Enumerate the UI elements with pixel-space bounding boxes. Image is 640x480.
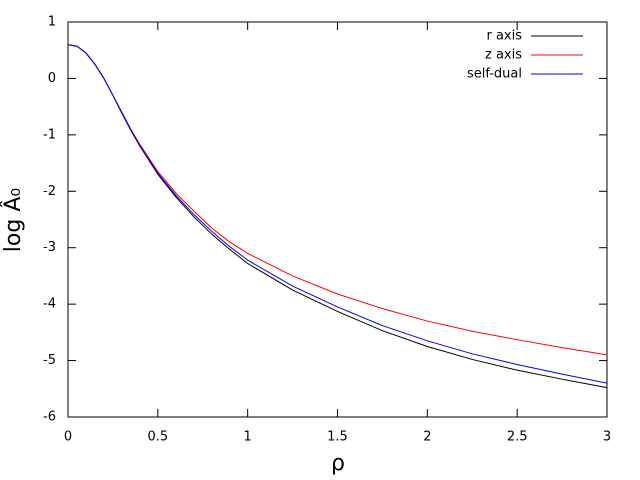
x-tick-label: 2 bbox=[423, 430, 431, 445]
x-tick-label: 1 bbox=[244, 430, 252, 445]
y-tick-label: -4 bbox=[43, 297, 56, 312]
y-tick-label: 1 bbox=[48, 15, 56, 30]
x-tick-label: 1.5 bbox=[327, 430, 348, 445]
y-tick-label: -2 bbox=[43, 184, 56, 199]
y-axis-label: log Â₀ bbox=[0, 188, 26, 253]
x-tick-label: 0.5 bbox=[147, 430, 168, 445]
x-tick-label: 3 bbox=[603, 430, 611, 445]
legend-label: z axis bbox=[485, 48, 522, 63]
legend-label: self-dual bbox=[467, 67, 522, 82]
y-tick-label: -5 bbox=[43, 353, 56, 368]
data-line bbox=[67, 44, 608, 384]
data-line bbox=[67, 44, 608, 356]
x-axis-label: ρ bbox=[331, 451, 345, 476]
plot-frame bbox=[67, 21, 608, 418]
y-tick-label: 0 bbox=[48, 71, 56, 86]
y-tick-label: -1 bbox=[43, 127, 56, 142]
x-tick-label: 0 bbox=[64, 430, 72, 445]
y-tick-label: -6 bbox=[43, 410, 56, 425]
x-tick-label: 2.5 bbox=[507, 430, 528, 445]
data-line bbox=[67, 44, 608, 389]
y-tick-label: -3 bbox=[43, 240, 56, 255]
legend-label: r axis bbox=[486, 29, 522, 44]
